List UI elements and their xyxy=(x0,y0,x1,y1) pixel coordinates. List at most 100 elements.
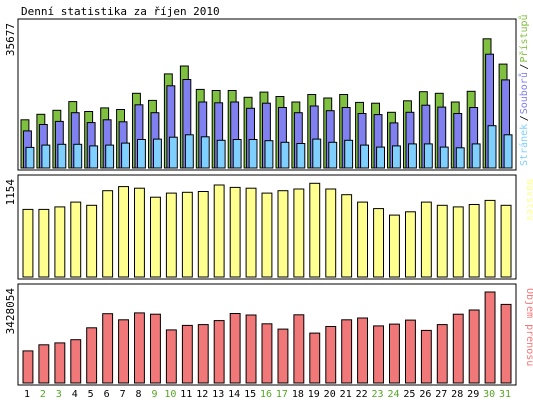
bar-visits-visits-day-24 xyxy=(389,214,400,278)
bar-volume-volume-day-2 xyxy=(38,344,50,384)
bar-hits-pages-day-17 xyxy=(280,141,290,169)
bar-hits-pages-day-5 xyxy=(89,145,99,169)
bar-hits-pages-day-13 xyxy=(216,139,226,169)
bar-visits-visits-day-25 xyxy=(405,211,416,278)
bar-visits-visits-day-28 xyxy=(452,206,464,278)
bar-visits-visits-day-6 xyxy=(102,190,114,278)
x-tick-label-day-17: 17 xyxy=(276,389,288,400)
bar-volume-volume-day-11 xyxy=(181,324,193,384)
ymax-label-visits: 1154 xyxy=(4,179,17,206)
bar-hits-pages-day-28 xyxy=(455,147,465,169)
bar-hits-pages-day-22 xyxy=(360,144,370,169)
bar-visits-visits-day-21 xyxy=(341,194,353,278)
x-tick-label-day-28: 28 xyxy=(451,389,463,400)
x-tick-label-day-7: 7 xyxy=(120,389,126,400)
bar-visits-visits-day-8 xyxy=(134,187,145,278)
bar-hits-pages-day-10 xyxy=(168,136,178,169)
bar-visits-visits-day-7 xyxy=(118,186,129,278)
x-tick-label-day-11: 11 xyxy=(180,389,192,400)
legend-visits: Návštěv xyxy=(524,179,533,221)
bar-hits-pages-day-8 xyxy=(137,139,146,169)
bar-volume-volume-day-31 xyxy=(500,303,512,384)
x-tick-label-day-13: 13 xyxy=(212,389,224,400)
bar-visits-visits-day-1 xyxy=(22,208,34,278)
bar-hits-pages-day-12 xyxy=(200,136,210,169)
bar-volume-volume-day-27 xyxy=(436,324,448,384)
bar-visits-visits-day-20 xyxy=(325,188,337,278)
bar-hits-pages-day-23 xyxy=(376,146,386,169)
legend-hits-hits: Přístupů xyxy=(518,14,530,62)
bar-hits-pages-day-15 xyxy=(248,139,258,169)
x-tick-label-day-9: 9 xyxy=(151,389,157,400)
bar-volume-volume-day-13 xyxy=(213,320,225,384)
bar-volume-volume-day-22 xyxy=(357,317,369,384)
bar-volume-volume-day-28 xyxy=(452,313,464,384)
bar-visits-visits-day-2 xyxy=(38,208,50,278)
bar-hits-pages-day-11 xyxy=(184,134,194,169)
bar-volume-volume-day-25 xyxy=(405,319,416,384)
x-tick-label-day-20: 20 xyxy=(324,389,336,400)
x-tick-label-day-24: 24 xyxy=(387,389,399,400)
x-tick-label-day-6: 6 xyxy=(104,389,110,400)
ymax-label-hits: 35677 xyxy=(4,23,17,56)
bar-visits-visits-day-11 xyxy=(181,191,193,278)
bar-hits-pages-day-14 xyxy=(232,139,242,169)
bar-hits-pages-day-24 xyxy=(392,145,401,169)
legend-volume: Objem přenosu xyxy=(524,288,533,366)
bar-volume-volume-day-20 xyxy=(325,326,337,384)
bar-hits-pages-day-6 xyxy=(105,144,115,169)
bar-visits-visits-day-26 xyxy=(420,201,432,278)
bar-visits-visits-day-22 xyxy=(357,201,369,278)
x-tick-label-day-29: 29 xyxy=(467,389,479,400)
bar-visits-visits-day-4 xyxy=(70,201,82,278)
bar-visits-visits-day-5 xyxy=(86,204,98,278)
bar-volume-volume-day-3 xyxy=(54,342,66,384)
bar-volume-volume-day-8 xyxy=(134,312,145,384)
bar-volume-volume-day-18 xyxy=(293,314,305,384)
x-tick-label-day-2: 2 xyxy=(40,389,46,400)
bar-visits-visits-day-13 xyxy=(213,184,225,278)
x-tick-label-day-4: 4 xyxy=(72,389,78,400)
ymax-label-volume: 3428054 xyxy=(4,288,17,335)
bar-visits-visits-day-29 xyxy=(468,204,480,278)
bar-hits-pages-day-7 xyxy=(121,142,130,169)
x-tick-label-day-30: 30 xyxy=(483,389,495,400)
x-tick-label-day-18: 18 xyxy=(292,389,304,400)
x-tick-label-day-16: 16 xyxy=(260,389,272,400)
legend-hits-files: Souborů xyxy=(518,72,530,114)
bar-visits-visits-day-17 xyxy=(277,190,289,278)
bar-hits-pages-day-9 xyxy=(153,138,162,169)
chart-title: Denní statistika za říjen 2010 xyxy=(21,5,220,18)
x-tick-label-day-14: 14 xyxy=(228,389,240,400)
bar-hits-pages-day-19 xyxy=(312,138,322,169)
bar-volume-volume-day-7 xyxy=(118,319,129,384)
bar-visits-visits-day-12 xyxy=(197,191,209,278)
bar-volume-volume-day-10 xyxy=(165,329,177,384)
bar-volume-volume-day-30 xyxy=(484,291,496,384)
x-tick-label-day-8: 8 xyxy=(135,389,141,400)
bar-volume-volume-day-9 xyxy=(150,313,161,384)
bar-volume-volume-day-19 xyxy=(309,332,321,384)
legend-hits-pages: Stránek xyxy=(518,124,530,166)
bar-visits-visits-day-19 xyxy=(309,182,321,278)
bar-hits-pages-day-3 xyxy=(57,143,67,169)
bar-hits-pages-day-18 xyxy=(296,143,306,169)
bar-volume-volume-day-23 xyxy=(373,325,385,384)
bar-volume-volume-day-17 xyxy=(277,328,289,384)
bar-volume-volume-day-29 xyxy=(468,309,480,384)
bar-hits-pages-day-2 xyxy=(41,144,51,169)
bar-volume-volume-day-16 xyxy=(261,323,273,384)
x-tick-label-day-23: 23 xyxy=(371,389,383,400)
bar-visits-visits-day-18 xyxy=(293,188,305,278)
bar-visits-visits-day-31 xyxy=(500,204,512,278)
bar-visits-visits-day-30 xyxy=(484,199,496,278)
bar-volume-volume-day-15 xyxy=(245,314,257,384)
x-tick-label-day-3: 3 xyxy=(56,389,62,400)
bar-hits-pages-day-29 xyxy=(471,143,481,169)
bar-hits-pages-day-30 xyxy=(487,125,497,169)
bar-volume-volume-day-21 xyxy=(341,319,353,384)
bar-volume-volume-day-5 xyxy=(86,327,98,384)
bar-visits-visits-day-16 xyxy=(261,192,273,278)
